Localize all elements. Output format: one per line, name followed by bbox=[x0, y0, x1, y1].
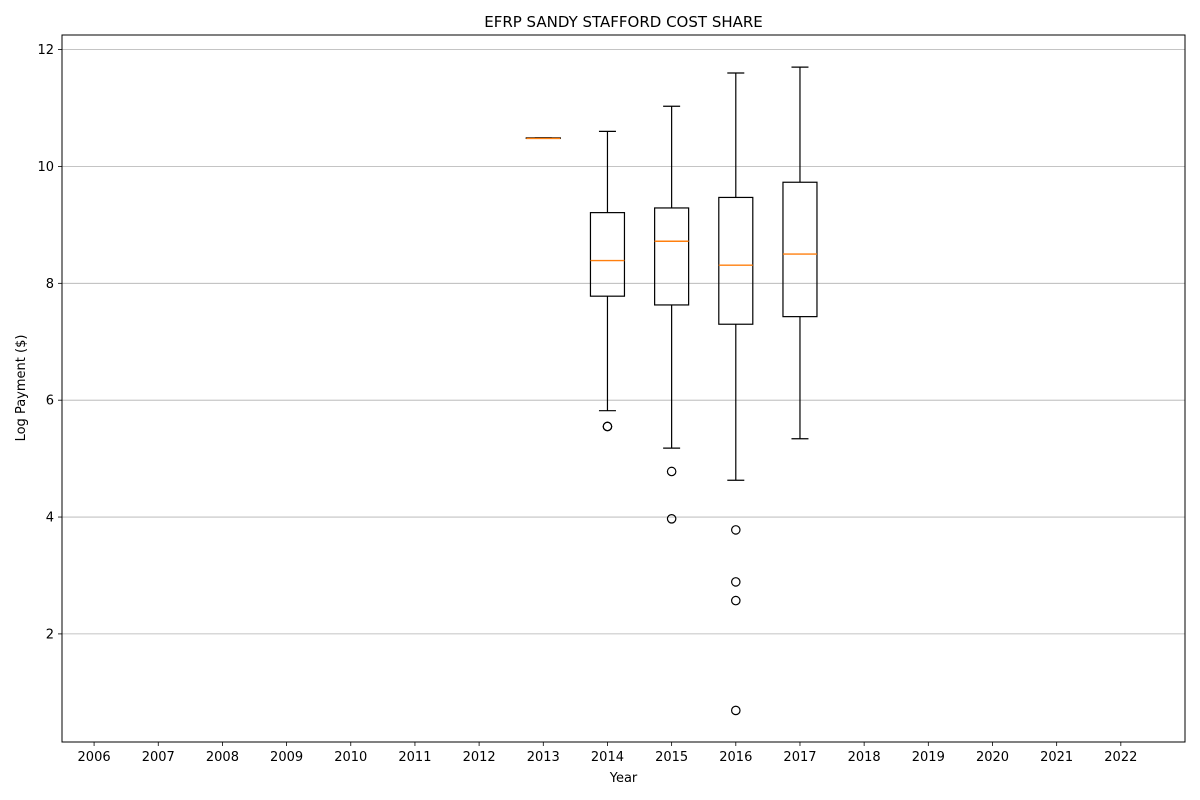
y-tick-label: 6 bbox=[46, 394, 54, 409]
x-tick-label: 2014 bbox=[591, 750, 624, 765]
y-tick-label: 2 bbox=[46, 627, 54, 642]
y-tick-label: 10 bbox=[37, 160, 54, 175]
x-tick-label: 2012 bbox=[463, 750, 496, 765]
x-tick-label: 2022 bbox=[1104, 750, 1137, 765]
outlier-point bbox=[730, 705, 741, 716]
box-layer bbox=[525, 66, 818, 716]
y-tick-label: 4 bbox=[46, 511, 54, 526]
y-tick-label: 8 bbox=[46, 277, 54, 292]
box-2015 bbox=[654, 105, 690, 524]
box-2017 bbox=[782, 66, 818, 440]
y-axis-label: Log Payment ($) bbox=[14, 335, 29, 442]
x-tick-label: 2019 bbox=[912, 750, 945, 765]
x-tick-label: 2020 bbox=[976, 750, 1009, 765]
box-2014 bbox=[589, 130, 626, 432]
box-2013 bbox=[525, 137, 561, 140]
x-tick-label: 2018 bbox=[848, 750, 881, 765]
box-2016 bbox=[718, 72, 754, 716]
x-axis-label: Year bbox=[609, 771, 638, 786]
x-tick-label: 2009 bbox=[270, 750, 303, 765]
grid-layer bbox=[62, 49, 1185, 635]
outlier-point bbox=[666, 466, 677, 477]
box-iqr bbox=[718, 196, 754, 325]
x-tick-label: 2007 bbox=[142, 750, 175, 765]
x-tick-label: 2017 bbox=[783, 750, 816, 765]
box-iqr bbox=[589, 212, 626, 297]
x-tick-label: 2015 bbox=[655, 750, 688, 765]
chart-title: EFRP SANDY STAFFORD COST SHARE bbox=[484, 13, 763, 31]
x-tick-label: 2016 bbox=[719, 750, 752, 765]
outlier-point bbox=[730, 577, 741, 587]
outlier-point bbox=[602, 421, 613, 432]
x-tick-label: 2021 bbox=[1040, 750, 1073, 765]
x-tick-label: 2008 bbox=[206, 750, 239, 765]
x-tick-label: 2010 bbox=[334, 750, 367, 765]
axis-layer: 2 4 6 8 10 12 2006 2007 2008 2009 2010 2011 2012 2013… bbox=[37, 34, 1186, 765]
outlier-point bbox=[666, 513, 677, 524]
box-iqr bbox=[782, 181, 818, 318]
x-tick-label: 2011 bbox=[398, 750, 431, 765]
outlier-point bbox=[730, 525, 741, 535]
outlier-point bbox=[730, 595, 741, 606]
y-tick-label: 12 bbox=[37, 43, 54, 58]
plot-frame bbox=[61, 34, 1186, 743]
x-tick-label: 2006 bbox=[78, 750, 111, 765]
box-iqr bbox=[654, 207, 690, 306]
x-tick-label: 2013 bbox=[527, 750, 560, 765]
